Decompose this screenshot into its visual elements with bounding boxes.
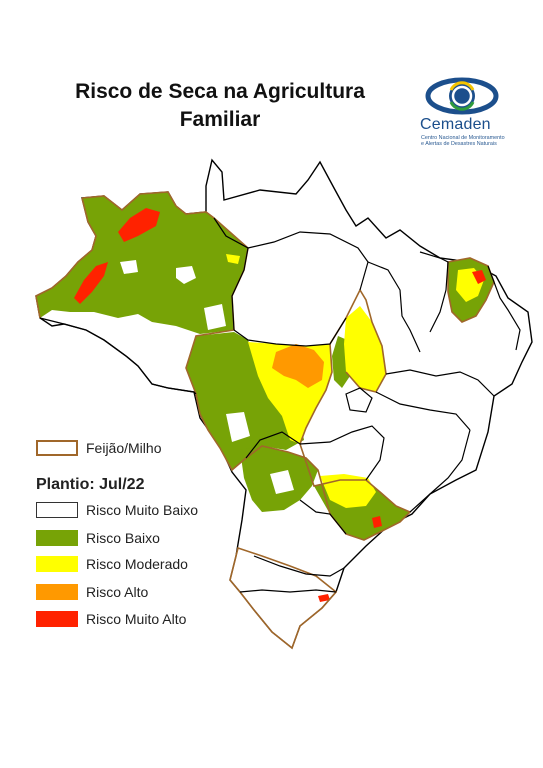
non-risk-holes xyxy=(120,260,294,494)
legend-swatch-very-high xyxy=(36,611,78,627)
legend-heading: Plantio: Jul/22 xyxy=(36,476,145,493)
border-df xyxy=(345,387,373,413)
legend-outline-item: Feijão/Milho xyxy=(36,440,161,456)
legend-label-very-low: Risco Muito Baixo xyxy=(86,502,199,518)
legend-label-very-high: Risco Muito Alto xyxy=(86,611,187,627)
border-ne-coast xyxy=(487,265,521,351)
cemaden-logo xyxy=(425,77,499,115)
risk-low-central-west xyxy=(186,332,304,470)
hole-mato-grosso-sul-1 xyxy=(270,470,294,494)
border-pi-ce xyxy=(419,251,449,333)
hole-para-1 xyxy=(204,304,226,330)
legend-outline-label: Feijão/Milho xyxy=(86,440,162,456)
risk-very-high-rj-spot xyxy=(372,516,382,528)
legend-swatch-high xyxy=(36,584,78,600)
risk-low-regions xyxy=(36,192,494,540)
legend-label-high: Risco Alto xyxy=(86,584,149,600)
risk-very-high-rs-spot xyxy=(318,594,330,602)
logo-yellow-arc xyxy=(449,81,475,91)
logo-name: Cemaden xyxy=(420,116,491,133)
hole-amazonas-1 xyxy=(176,266,196,284)
risk-very-high-roraima xyxy=(118,208,160,242)
logo-subtitle-line-1: Centro Nacional de Monitoramento xyxy=(421,135,505,141)
legend-item-moderate: Risco Moderado xyxy=(36,556,188,572)
border-rondonia xyxy=(151,383,197,395)
legend-item-very-high: Risco Muito Alto xyxy=(36,611,186,627)
legend-swatch-very-low xyxy=(36,502,78,518)
legend-swatch-moderate xyxy=(36,556,78,572)
border-sp-pr xyxy=(299,499,347,535)
legend-item-very-low: Risco Muito Baixo xyxy=(36,502,198,518)
risk-high-mato-grosso xyxy=(272,344,324,388)
risk-moderate-amapa-spot xyxy=(226,254,240,264)
border-ma-pi xyxy=(367,261,421,353)
hole-mato-grosso-1 xyxy=(226,412,250,442)
risk-low-north-amazon xyxy=(36,192,248,334)
border-go-mg xyxy=(299,425,385,481)
legend-item-low: Risco Baixo xyxy=(36,530,160,546)
border-ms-go xyxy=(245,431,301,459)
border-mt-line xyxy=(233,317,347,347)
outline-northeast xyxy=(447,257,495,323)
risk-moderate-sao-paulo xyxy=(320,474,376,508)
legend-item-high: Risco Alto xyxy=(36,584,148,600)
risk-very-high-ceara-spot xyxy=(472,270,486,284)
risk-high-regions xyxy=(272,344,324,388)
border-ba xyxy=(385,369,495,397)
border-ba-mg xyxy=(375,391,471,431)
logo-eye-ring xyxy=(451,85,473,107)
border-amazonas-para xyxy=(213,217,249,331)
logo-eye-outer xyxy=(425,77,499,115)
legend-outline-swatch xyxy=(36,440,78,456)
title-line-2: Familiar xyxy=(179,108,261,131)
outline-west-amazon xyxy=(35,197,97,319)
logo-green-arc xyxy=(449,101,475,111)
state-borders xyxy=(39,217,521,593)
hole-amazonas-2 xyxy=(120,260,138,274)
logo-subtitle-line-2: e Alertas de Desastres Naturais xyxy=(421,141,497,148)
border-sc-rs xyxy=(239,589,337,593)
map-title: Risco de Seca na Agricultura Familiar xyxy=(40,78,400,134)
border-acre xyxy=(39,317,153,385)
legend-label-moderate: Risco Moderado xyxy=(86,556,188,572)
legend-label-low: Risco Baixo xyxy=(86,530,160,546)
border-mg-es xyxy=(409,429,471,513)
risk-moderate-tocantins xyxy=(344,306,386,392)
risk-very-high-regions xyxy=(74,208,486,602)
risk-very-high-amazonas-west xyxy=(74,262,108,304)
title-line-1: Risco de Seca na Agricultura xyxy=(75,80,365,103)
logo-subtitle: Centro Nacional de Monitoramento e Alert… xyxy=(421,135,521,147)
legend-swatch-low xyxy=(36,530,78,546)
border-pr-sc xyxy=(253,555,345,577)
